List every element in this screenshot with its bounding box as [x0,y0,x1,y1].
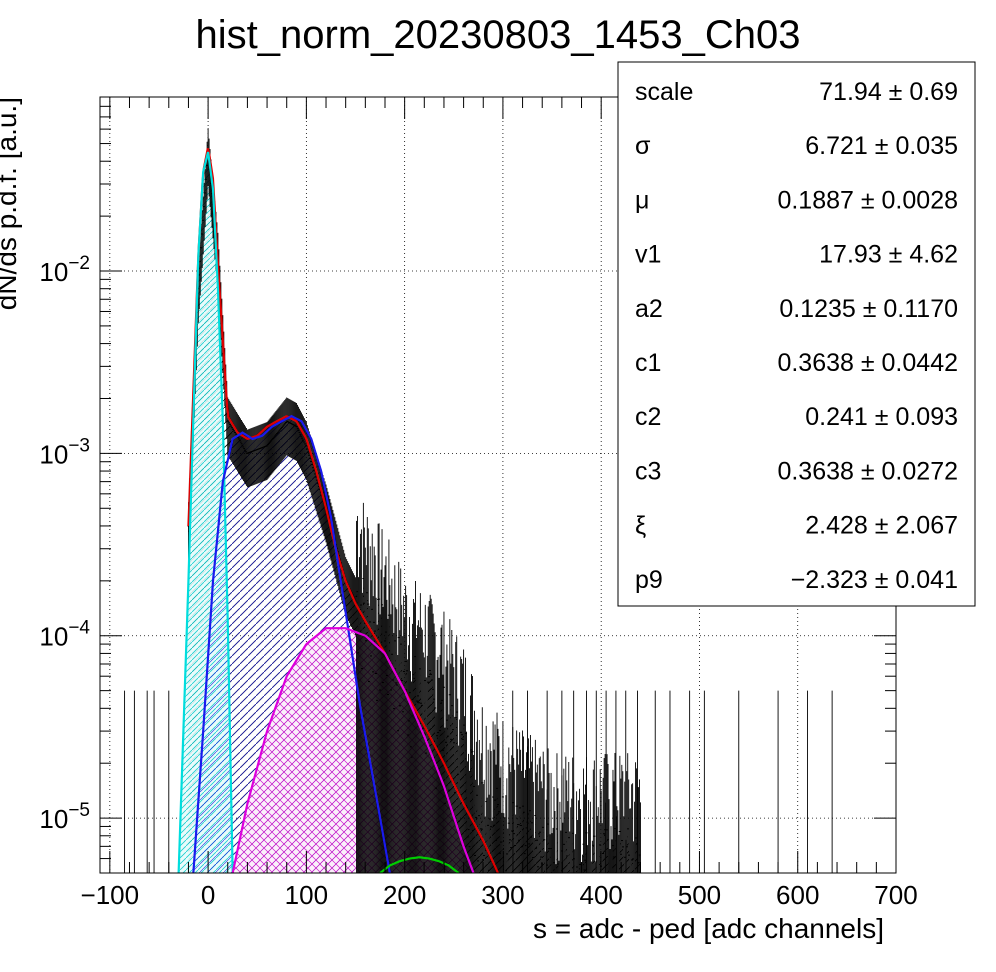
stats-value: 17.93 ± 4.62 [819,241,958,269]
y-axis-title: dN/ds p.d.f. [a.u.] [0,97,22,310]
fit-stats-box: scale 71.94 ± 0.69 σ 6.721 ± 0.035 μ 0.1887 ±… [617,61,976,607]
stats-value: 6.721 ± 0.035 [805,132,958,160]
stats-label: v1 [635,241,661,269]
stats-value: 0.3638 ± 0.0272 [777,457,958,485]
stats-value: 0.241 ± 0.093 [805,403,958,431]
stats-value: −2.323 ± 0.041 [791,566,958,594]
x-tick-label: 100 [285,880,328,910]
stats-box-frame [617,61,976,607]
stats-label: μ [635,186,649,214]
y-tick-label: 10−5 [39,800,90,834]
stats-value: 71.94 ± 0.69 [819,78,958,106]
stats-value: 2.428 ± 2.067 [805,512,958,540]
stats-value: 0.3638 ± 0.0442 [777,349,958,377]
y-tick-label: 10−4 [39,618,90,652]
triple-pe-component-curve [379,856,460,873]
curve-layer [177,148,499,873]
chart-title: hist_norm_20230803_1453_Ch03 [196,13,801,57]
x-tick-label: 400 [579,880,622,910]
double-pe-component-curve [231,627,475,873]
stats-value: 0.1887 ± 0.0028 [777,186,958,214]
x-tick-label: 500 [678,880,721,910]
stats-label: c2 [635,403,661,431]
single-pe-component-curve [192,414,391,873]
stats-label: c1 [635,349,661,377]
stats-label: ξ [635,512,646,540]
y-tick-label: 10−3 [39,435,90,469]
stats-value: 0.1235 ± 0.1170 [779,295,958,323]
y-tick-labels: 10−5 10−4 10−3 10−2 [39,253,90,834]
x-tick-label: 700 [874,880,917,910]
x-tick-labels: −100 0 100 200 300 400 500 600 700 [81,880,918,910]
stats-label: scale [635,78,693,106]
pedestal-component-curve [177,151,234,873]
x-tick-label: 0 [201,880,215,910]
y-tick-label: 10−2 [39,253,90,287]
x-tick-label: 200 [383,880,426,910]
stats-label: a2 [635,295,663,323]
x-tick-label: −100 [81,880,140,910]
x-axis-title: s = adc - ped [adc channels] [533,913,884,944]
x-tick-label: 600 [776,880,819,910]
stats-label: c3 [635,457,661,485]
x-tick-label: 300 [481,880,524,910]
stats-label: σ [635,132,651,160]
stats-label: p9 [635,566,663,594]
